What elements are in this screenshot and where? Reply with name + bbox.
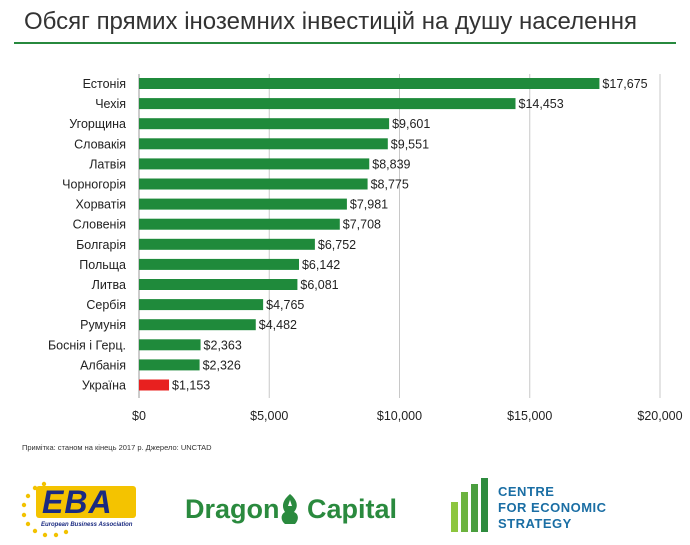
eba-logo: EBA European Business Association	[14, 474, 146, 540]
category-label: Сербія	[86, 298, 126, 312]
category-label: Хорватія	[75, 198, 126, 212]
x-tick-label: $15,000	[507, 409, 552, 423]
bar	[139, 359, 200, 371]
eba-logo-text: EBA	[42, 484, 113, 520]
eba-logo-subtitle: European Business Association	[41, 522, 133, 528]
title-divider	[14, 42, 676, 44]
bar	[139, 178, 368, 190]
bar	[139, 78, 600, 89]
bar	[139, 198, 347, 210]
data-label: $4,482	[259, 318, 297, 332]
data-label: $8,775	[371, 178, 409, 192]
data-label: $2,326	[203, 358, 241, 372]
x-tick-label: $5,000	[250, 409, 288, 423]
category-label: Чорногорія	[62, 178, 126, 192]
data-label: $6,081	[300, 278, 338, 292]
data-label: $14,453	[519, 97, 564, 111]
category-label: Албанія	[80, 358, 126, 372]
data-label: $4,765	[266, 298, 304, 312]
category-label: Румунія	[80, 318, 126, 332]
data-label: $8,839	[372, 157, 410, 171]
bar	[139, 238, 315, 250]
category-label: Болгарія	[76, 238, 126, 252]
bar	[139, 319, 256, 331]
ces-line-2: FOR ECONOMIC	[498, 500, 607, 515]
x-tick-label: $10,000	[377, 409, 422, 423]
category-label: Україна	[82, 379, 126, 393]
bar	[139, 158, 370, 170]
category-label: Чехія	[95, 97, 126, 111]
x-tick-label: $20,000	[637, 409, 682, 423]
ces-line-1: CENTRE	[498, 484, 555, 499]
dragon-logo-left: Dragon	[185, 494, 280, 524]
bar	[139, 339, 201, 351]
dragon-logo-right: Capital	[307, 494, 398, 524]
bar-chart: $0 $5,000 $10,000 $15,000 $20,000 Естонія $17,…	[48, 74, 683, 423]
data-label: $9,601	[392, 117, 430, 131]
data-label: $7,708	[343, 218, 381, 232]
ces-bars-icon	[451, 478, 488, 532]
data-label: $1,153	[172, 379, 210, 393]
ces-line-3: STRATEGY	[498, 516, 572, 531]
category-label: Боснія і Герц.	[48, 338, 126, 352]
data-label: $9,551	[391, 137, 429, 151]
data-label: $7,981	[350, 198, 388, 212]
chart-title: Обсяг прямих іноземних інвестицій на душ…	[24, 8, 637, 35]
bar	[139, 299, 264, 311]
bar	[139, 218, 340, 230]
eba-stars-icon	[21, 481, 136, 538]
bar	[139, 98, 516, 110]
bar	[139, 379, 170, 391]
data-label: $2,363	[204, 338, 242, 352]
data-label: $17,675	[602, 77, 647, 91]
category-label: Польща	[79, 258, 126, 272]
category-label: Словенія	[73, 218, 126, 232]
dragon-capital-logo: Dragon Capital	[185, 490, 400, 530]
category-label: Латвія	[89, 157, 126, 171]
dragon-icon	[281, 494, 298, 524]
category-label: Словакія	[74, 137, 126, 151]
category-label: Угорщина	[69, 117, 126, 131]
bar	[139, 138, 388, 150]
data-label: $6,752	[318, 238, 356, 252]
bar	[139, 258, 299, 270]
category-label: Литва	[92, 278, 126, 292]
ces-logo: CENTRE FOR ECONOMIC STRATEGY	[448, 476, 618, 538]
source-note: Примітка: станом на кінець 2017 р. Джере…	[22, 443, 212, 452]
bar	[139, 118, 390, 130]
bar	[139, 279, 298, 290]
category-label: Естонія	[83, 77, 126, 91]
x-tick-label: $0	[132, 409, 146, 423]
data-label: $6,142	[302, 258, 340, 272]
